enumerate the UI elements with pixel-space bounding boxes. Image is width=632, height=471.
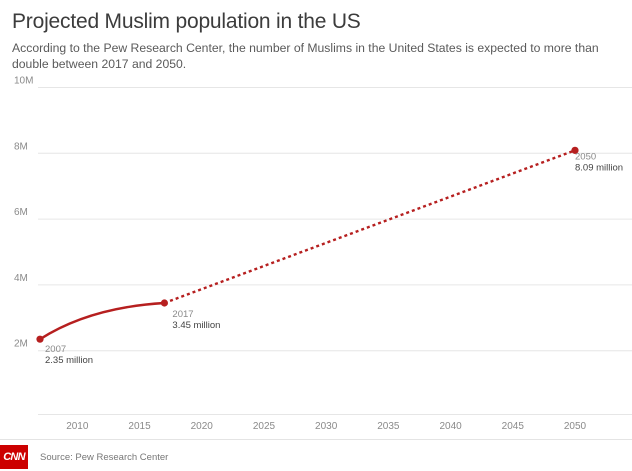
annotation-value: 3.45 million [172, 320, 220, 331]
y-tick-label: 6M [14, 207, 28, 218]
chart-title: Projected Muslim population in the US [12, 10, 361, 33]
annotation-value: 2.35 million [45, 355, 93, 366]
data-point [36, 335, 44, 343]
x-tick-label: 2035 [377, 421, 400, 432]
annotation-value: 8.09 million [575, 162, 623, 173]
x-tick-label: 2045 [502, 421, 525, 432]
footer: CNN Source: Pew Research Center [0, 439, 632, 471]
line-chart: 2M 4M 6M 8M 10M 2010 2015 2020 2025 2030 2035 2040 2… [14, 76, 632, 432]
annotation-year: 2050 [575, 151, 596, 162]
x-tick-label: 2040 [439, 421, 462, 432]
cnn-logo: CNN [0, 445, 28, 469]
x-tick-label: 2050 [564, 421, 587, 432]
y-tick-label: 2M [14, 339, 28, 350]
source-note: Source: Pew Research Center [40, 452, 169, 463]
data-point [160, 299, 169, 307]
series-line-projection [164, 149, 576, 305]
x-tick-label: 2010 [66, 421, 89, 432]
x-tick-label: 2030 [315, 421, 338, 432]
y-tick-label: 4M [14, 273, 28, 284]
annotation-year: 2007 [45, 344, 66, 355]
x-tick-label: 2015 [128, 421, 151, 432]
x-tick-label: 2020 [191, 421, 214, 432]
annotation-year: 2017 [172, 309, 193, 320]
series-line-historical [38, 301, 166, 341]
data-point [571, 146, 579, 154]
chart-subtitle: According to the Pew Research Center, th… [12, 41, 599, 71]
x-tick-label: 2025 [253, 421, 276, 432]
y-tick-label: 8M [14, 141, 28, 152]
y-tick-label: 10M [14, 76, 33, 87]
